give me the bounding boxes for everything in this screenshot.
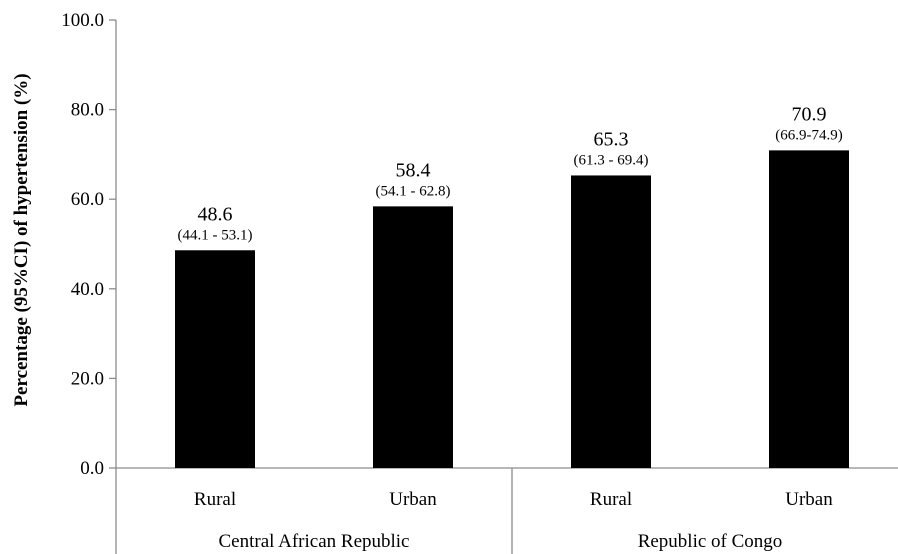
x-group-label: Republic of Congo <box>638 531 783 552</box>
bar <box>373 206 453 469</box>
bar-value-label: 65.3 <box>594 128 629 150</box>
y-tick-label: 20.0 <box>71 368 104 389</box>
bar-value-label: 48.6 <box>198 203 233 225</box>
bar-value-label: 70.9 <box>792 103 827 125</box>
x-category-label: Rural <box>194 489 236 510</box>
bars <box>175 150 849 469</box>
y-axis-title: Percentage (95%CI) of hypertension (%) <box>11 73 32 406</box>
bar-ci-label: (44.1 - 53.1) <box>178 227 253 243</box>
bar <box>769 150 849 469</box>
y-tick-label: 0.0 <box>80 458 104 479</box>
x-group-label: Central African Republic <box>219 531 410 552</box>
x-category-label: Urban <box>785 489 833 510</box>
y-tick-label: 80.0 <box>71 100 104 121</box>
bar-ci-label: (66.9-74.9) <box>775 127 843 143</box>
x-category-label: Urban <box>389 489 437 510</box>
bar-value-label: 58.4 <box>396 159 431 181</box>
labels: 48.6 (44.1 - 53.1) Rural 58.4 (54.1 - 62.8) U… <box>178 103 843 552</box>
x-category-label: Rural <box>590 489 632 510</box>
bar <box>175 250 255 468</box>
bar <box>571 175 651 468</box>
bar-ci-label: (54.1 - 62.8) <box>376 183 451 199</box>
y-tick-label: 100.0 <box>61 10 104 31</box>
y-tick-label: 60.0 <box>71 189 104 210</box>
bar-ci-label: (61.3 - 69.4) <box>574 152 649 168</box>
y-tick-label: 40.0 <box>71 279 104 300</box>
